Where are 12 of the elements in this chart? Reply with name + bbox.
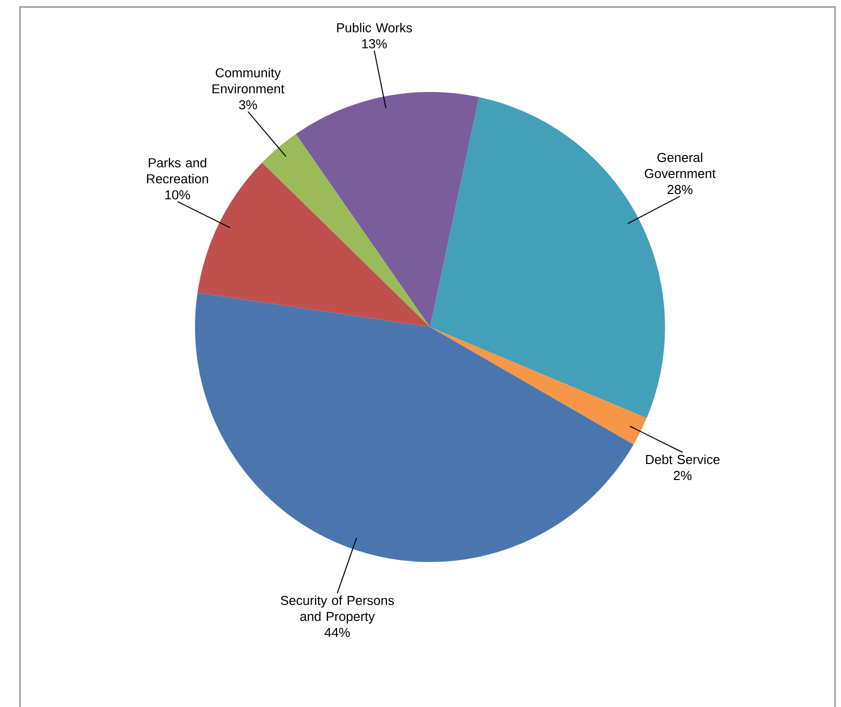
- slice-label: Debt Service: [646, 454, 720, 464]
- slice-label: Security of Persons and Property: [280, 595, 394, 624]
- slice-label: General Government: [644, 152, 716, 178]
- slice-label: Community Environment: [212, 68, 284, 94]
- slice-label: Public Works: [337, 22, 412, 32]
- data-label: 44%: [324, 628, 350, 637]
- data-label: 2%: [674, 470, 692, 480]
- data-label: 3%: [239, 100, 257, 110]
- data-label: 28%: [668, 184, 692, 194]
- data-label: 10%: [165, 190, 190, 200]
- data-label: 13%: [362, 39, 387, 48]
- slice-label: Parks and Recreation: [147, 158, 208, 184]
